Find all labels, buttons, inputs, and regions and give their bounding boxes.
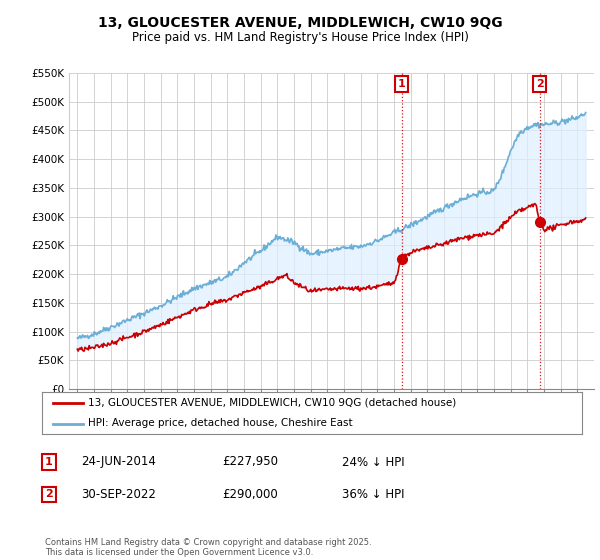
- Text: 1: 1: [398, 79, 406, 89]
- Text: 36% ↓ HPI: 36% ↓ HPI: [342, 488, 404, 501]
- Text: 13, GLOUCESTER AVENUE, MIDDLEWICH, CW10 9QG (detached house): 13, GLOUCESTER AVENUE, MIDDLEWICH, CW10 …: [88, 398, 456, 408]
- Text: 2: 2: [536, 79, 544, 89]
- Text: 30-SEP-2022: 30-SEP-2022: [81, 488, 156, 501]
- Text: Contains HM Land Registry data © Crown copyright and database right 2025.
This d: Contains HM Land Registry data © Crown c…: [45, 538, 371, 557]
- Text: 24% ↓ HPI: 24% ↓ HPI: [342, 455, 404, 469]
- Text: 24-JUN-2014: 24-JUN-2014: [81, 455, 156, 469]
- Text: Price paid vs. HM Land Registry's House Price Index (HPI): Price paid vs. HM Land Registry's House …: [131, 31, 469, 44]
- Text: £290,000: £290,000: [222, 488, 278, 501]
- Text: 1: 1: [45, 457, 53, 467]
- Text: £227,950: £227,950: [222, 455, 278, 469]
- Text: HPI: Average price, detached house, Cheshire East: HPI: Average price, detached house, Ches…: [88, 418, 353, 428]
- Text: 13, GLOUCESTER AVENUE, MIDDLEWICH, CW10 9QG: 13, GLOUCESTER AVENUE, MIDDLEWICH, CW10 …: [98, 16, 502, 30]
- Text: 2: 2: [45, 489, 53, 500]
